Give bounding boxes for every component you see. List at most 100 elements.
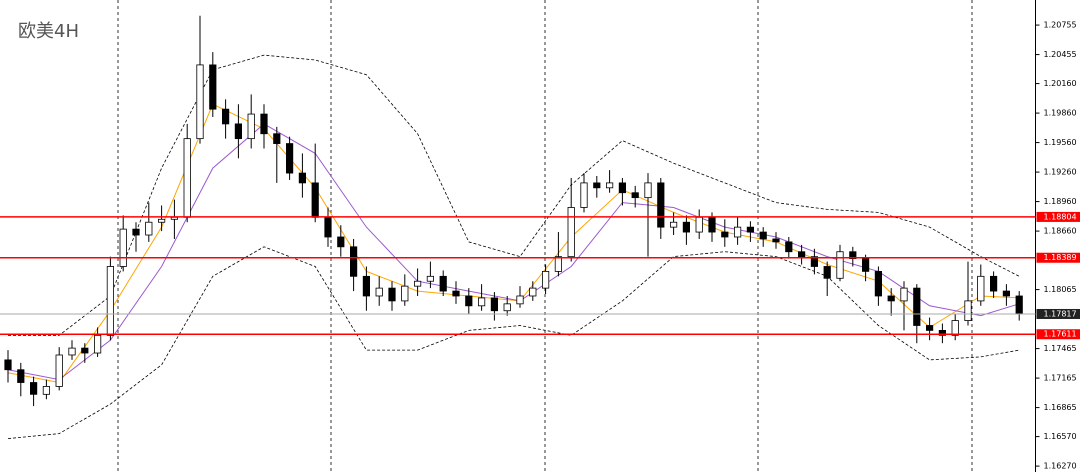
candle-body (388, 287, 396, 302)
candle-body (516, 295, 524, 305)
candle-body (798, 251, 806, 258)
y-tick-label: 1.18065 (1044, 285, 1077, 294)
y-tick-label: 1.16570 (1044, 432, 1077, 441)
candle-body (734, 226, 742, 238)
candle-body (631, 192, 639, 199)
candle-body (785, 241, 793, 253)
chart-title: 欧美4H (18, 21, 79, 42)
candle-body (938, 329, 947, 336)
level-label: 1.18389 (1044, 253, 1077, 262)
candle-body (606, 182, 614, 189)
candle-body (836, 251, 844, 279)
candle-body (900, 287, 908, 302)
candle-body (657, 182, 665, 228)
candle-body (29, 382, 38, 395)
candle-body (285, 143, 294, 174)
candle-body (94, 334, 102, 354)
candle-body (874, 270, 883, 297)
candle-body (260, 113, 268, 135)
candle-body (926, 325, 934, 331)
candle-body (273, 133, 281, 144)
current-price-label: 1.17817 (1044, 309, 1077, 318)
candle-body (503, 303, 511, 312)
level-label: 1.18804 (1044, 212, 1077, 221)
candle-body (439, 275, 447, 292)
candle-body (362, 275, 371, 297)
candle-body (542, 270, 550, 289)
candle-body (413, 280, 422, 287)
y-tick-label: 1.17465 (1044, 344, 1077, 353)
y-tick-label: 1.16865 (1044, 403, 1077, 412)
candle-body (55, 354, 63, 387)
candle-body (964, 300, 972, 321)
candle-body (68, 347, 76, 356)
candle-body (247, 113, 255, 140)
candle-body (42, 386, 51, 395)
candle-body (132, 228, 140, 236)
y-tick-label: 1.18660 (1044, 227, 1077, 236)
level-label-box (1036, 329, 1080, 340)
candle-body (234, 123, 242, 140)
candle-body (298, 172, 307, 184)
candle-body (183, 138, 191, 218)
candle-body (209, 64, 217, 110)
indicator-line (7, 246, 1020, 439)
candle-body (746, 226, 755, 233)
candle-body (490, 297, 499, 312)
candle-body (375, 287, 383, 297)
y-tick-label: 1.19560 (1044, 138, 1077, 147)
candle-body (426, 275, 435, 282)
level-label-box (1036, 252, 1080, 263)
candle-body (772, 238, 780, 243)
candle-body (106, 266, 114, 336)
candle-body (554, 256, 563, 272)
candle-body (862, 258, 870, 272)
candle-body (618, 182, 627, 194)
candle-body (990, 275, 998, 292)
candle-body (157, 218, 166, 223)
candle-body (119, 228, 127, 267)
candle-body (324, 216, 332, 238)
candle-body (1002, 290, 1011, 297)
candle-body (977, 275, 985, 302)
candle-body (145, 221, 153, 236)
candle-body (951, 320, 959, 336)
candle-body (823, 266, 831, 279)
candle-body (196, 64, 204, 140)
candle-body (682, 221, 691, 233)
candle-body (529, 287, 537, 297)
candle-body (593, 182, 601, 189)
candle-body (695, 216, 703, 233)
candle-body (849, 251, 857, 260)
candle-body (465, 295, 473, 307)
candle-body (81, 347, 89, 354)
y-tick-label: 1.18960 (1044, 197, 1077, 206)
candle-body (452, 290, 460, 297)
y-tick-label: 1.20755 (1044, 21, 1077, 30)
candle-body (4, 359, 12, 371)
candle-body (759, 231, 767, 240)
y-tick-label: 1.20455 (1044, 50, 1077, 59)
y-tick-label: 1.19260 (1044, 168, 1077, 177)
current-price-box (1036, 308, 1080, 319)
candle-body (721, 231, 729, 238)
candle-body (1015, 295, 1023, 315)
level-label-box (1036, 211, 1080, 222)
candle-body (221, 108, 230, 125)
candle-body (670, 221, 678, 228)
indicator-line (7, 123, 1020, 381)
session-separators (117, 0, 973, 472)
candle-body (567, 207, 575, 258)
candle-body (311, 182, 319, 218)
y-tick-label: 1.19860 (1044, 109, 1077, 118)
candle-body (580, 182, 588, 208)
candle-body (810, 256, 819, 267)
y-tick-label: 1.16270 (1044, 462, 1077, 471)
indicator-line (8, 54, 1020, 336)
candle-body (477, 297, 486, 307)
candle-body (337, 236, 345, 248)
y-tick-label: 1.20160 (1044, 79, 1077, 88)
level-label: 1.17611 (1044, 330, 1077, 339)
